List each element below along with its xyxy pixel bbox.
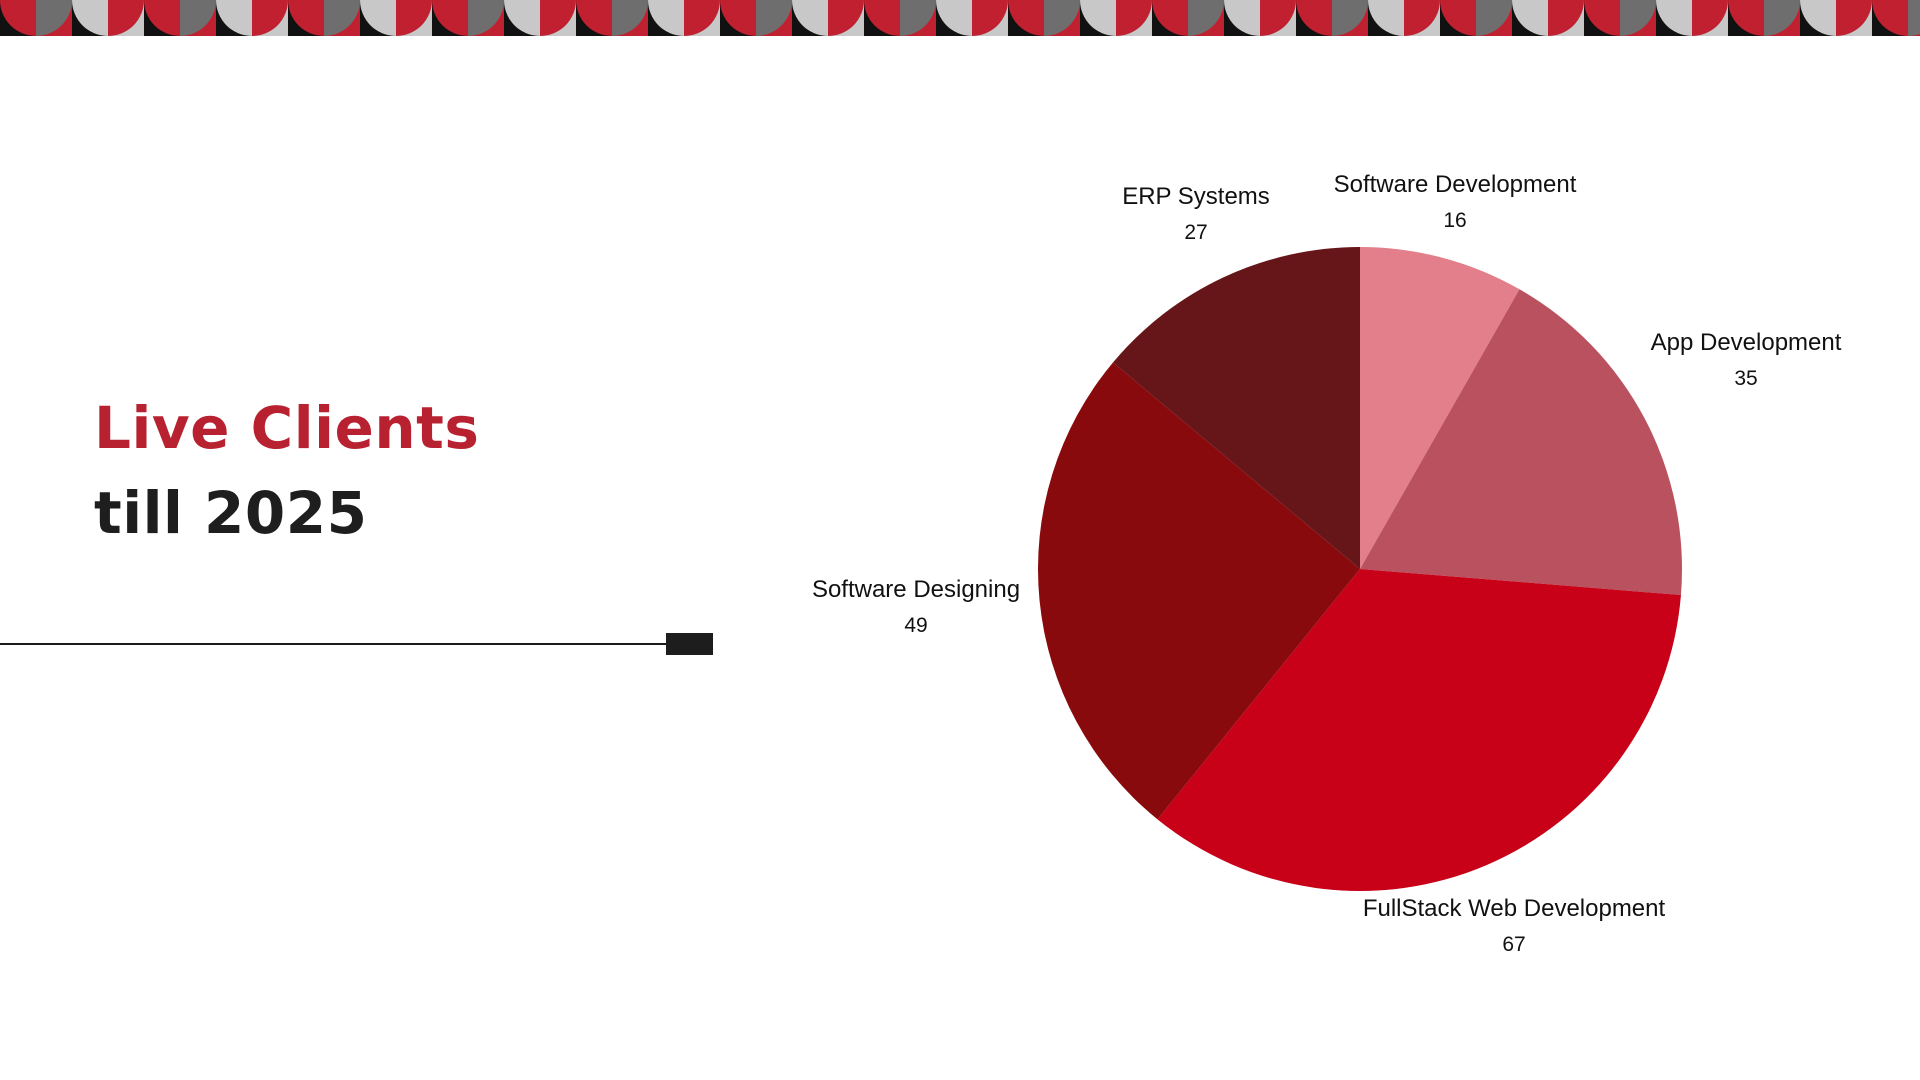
border-tile-shape <box>1368 0 1404 36</box>
border-tile-shape <box>468 0 504 36</box>
border-tile-shape <box>576 0 612 36</box>
border-tile-shape <box>1836 0 1872 36</box>
slice-category-label: Software Designing <box>812 576 1020 603</box>
border-tile-shape <box>720 0 756 36</box>
pie-slice <box>1157 569 1681 892</box>
border-tile-shape <box>396 0 432 36</box>
slice-value-label: 67 <box>1502 933 1525 956</box>
border-tile-shape <box>1908 0 1920 36</box>
border-tile-shape <box>972 0 1008 36</box>
border-tile-shape <box>612 0 648 36</box>
title-live-clients: Live Clients <box>94 394 480 462</box>
border-tile-shape <box>1080 0 1116 36</box>
pie-slice <box>1112 247 1360 569</box>
border-tile-shape <box>1872 0 1908 36</box>
border-tile-shape <box>360 0 396 36</box>
slice-value-label: 49 <box>904 614 927 637</box>
border-tile-shape <box>1116 0 1152 36</box>
border-tile-shape <box>1260 0 1296 36</box>
border-tile-shape <box>900 0 936 36</box>
slice-category-label: Software Development <box>1334 171 1577 198</box>
border-tile-shape <box>1296 0 1332 36</box>
slice-category-label: FullStack Web Development <box>1363 895 1666 922</box>
border-tile-shape <box>180 0 216 36</box>
border-tile-shape <box>1584 0 1620 36</box>
border-tile-shape <box>1404 0 1440 36</box>
border-tile-shape <box>1476 0 1512 36</box>
border-tile-shape <box>936 0 972 36</box>
slice-value-label: 27 <box>1184 221 1207 244</box>
border-tile-shape <box>1548 0 1584 36</box>
slice-category-label: ERP Systems <box>1122 183 1270 210</box>
border-tile-shape <box>1800 0 1836 36</box>
border-tile-shape <box>0 0 36 36</box>
slice-value-label: 16 <box>1443 209 1466 232</box>
border-tile-shape <box>864 0 900 36</box>
border-tile-shape <box>432 0 468 36</box>
divider-line <box>0 643 712 645</box>
pie-slice <box>1360 289 1682 596</box>
border-tile-shape <box>1656 0 1692 36</box>
border-tile-shape <box>1692 0 1728 36</box>
decorative-border-strip <box>0 0 1920 36</box>
border-tile-shape <box>756 0 792 36</box>
border-tile-shape <box>1728 0 1764 36</box>
border-tile-shape <box>648 0 684 36</box>
border-tile-shape <box>252 0 288 36</box>
border-tile-shape <box>1764 0 1800 36</box>
border-tile-shape <box>72 0 108 36</box>
border-tile-shape <box>216 0 252 36</box>
border-tile-shape <box>1620 0 1656 36</box>
border-tile-shape <box>1044 0 1080 36</box>
border-tile-shape <box>1008 0 1044 36</box>
border-tile-shape <box>828 0 864 36</box>
border-tile-shape <box>1512 0 1548 36</box>
border-tile-shape <box>684 0 720 36</box>
border-tile-shape <box>144 0 180 36</box>
title-block: Live Clients till 2025 <box>94 390 734 560</box>
border-tile-shape <box>1332 0 1368 36</box>
border-tile-shape <box>792 0 828 36</box>
border-tile-shape <box>504 0 540 36</box>
divider-marker <box>666 633 713 655</box>
title-till-year: till 2025 <box>94 479 368 547</box>
pie-slice <box>1038 362 1360 820</box>
border-tile-shape <box>108 0 144 36</box>
border-tile-shape <box>540 0 576 36</box>
border-tile-shape <box>1152 0 1188 36</box>
pie-slice <box>1360 247 1520 569</box>
border-tile-shape <box>1224 0 1260 36</box>
border-tile-shape <box>324 0 360 36</box>
border-tile-shape <box>1440 0 1476 36</box>
slice-category-label: App Development <box>1651 329 1842 356</box>
border-tile-shape <box>36 0 72 36</box>
border-tile-shape <box>1188 0 1224 36</box>
border-tile-shape <box>288 0 324 36</box>
slice-value-label: 35 <box>1734 367 1757 390</box>
